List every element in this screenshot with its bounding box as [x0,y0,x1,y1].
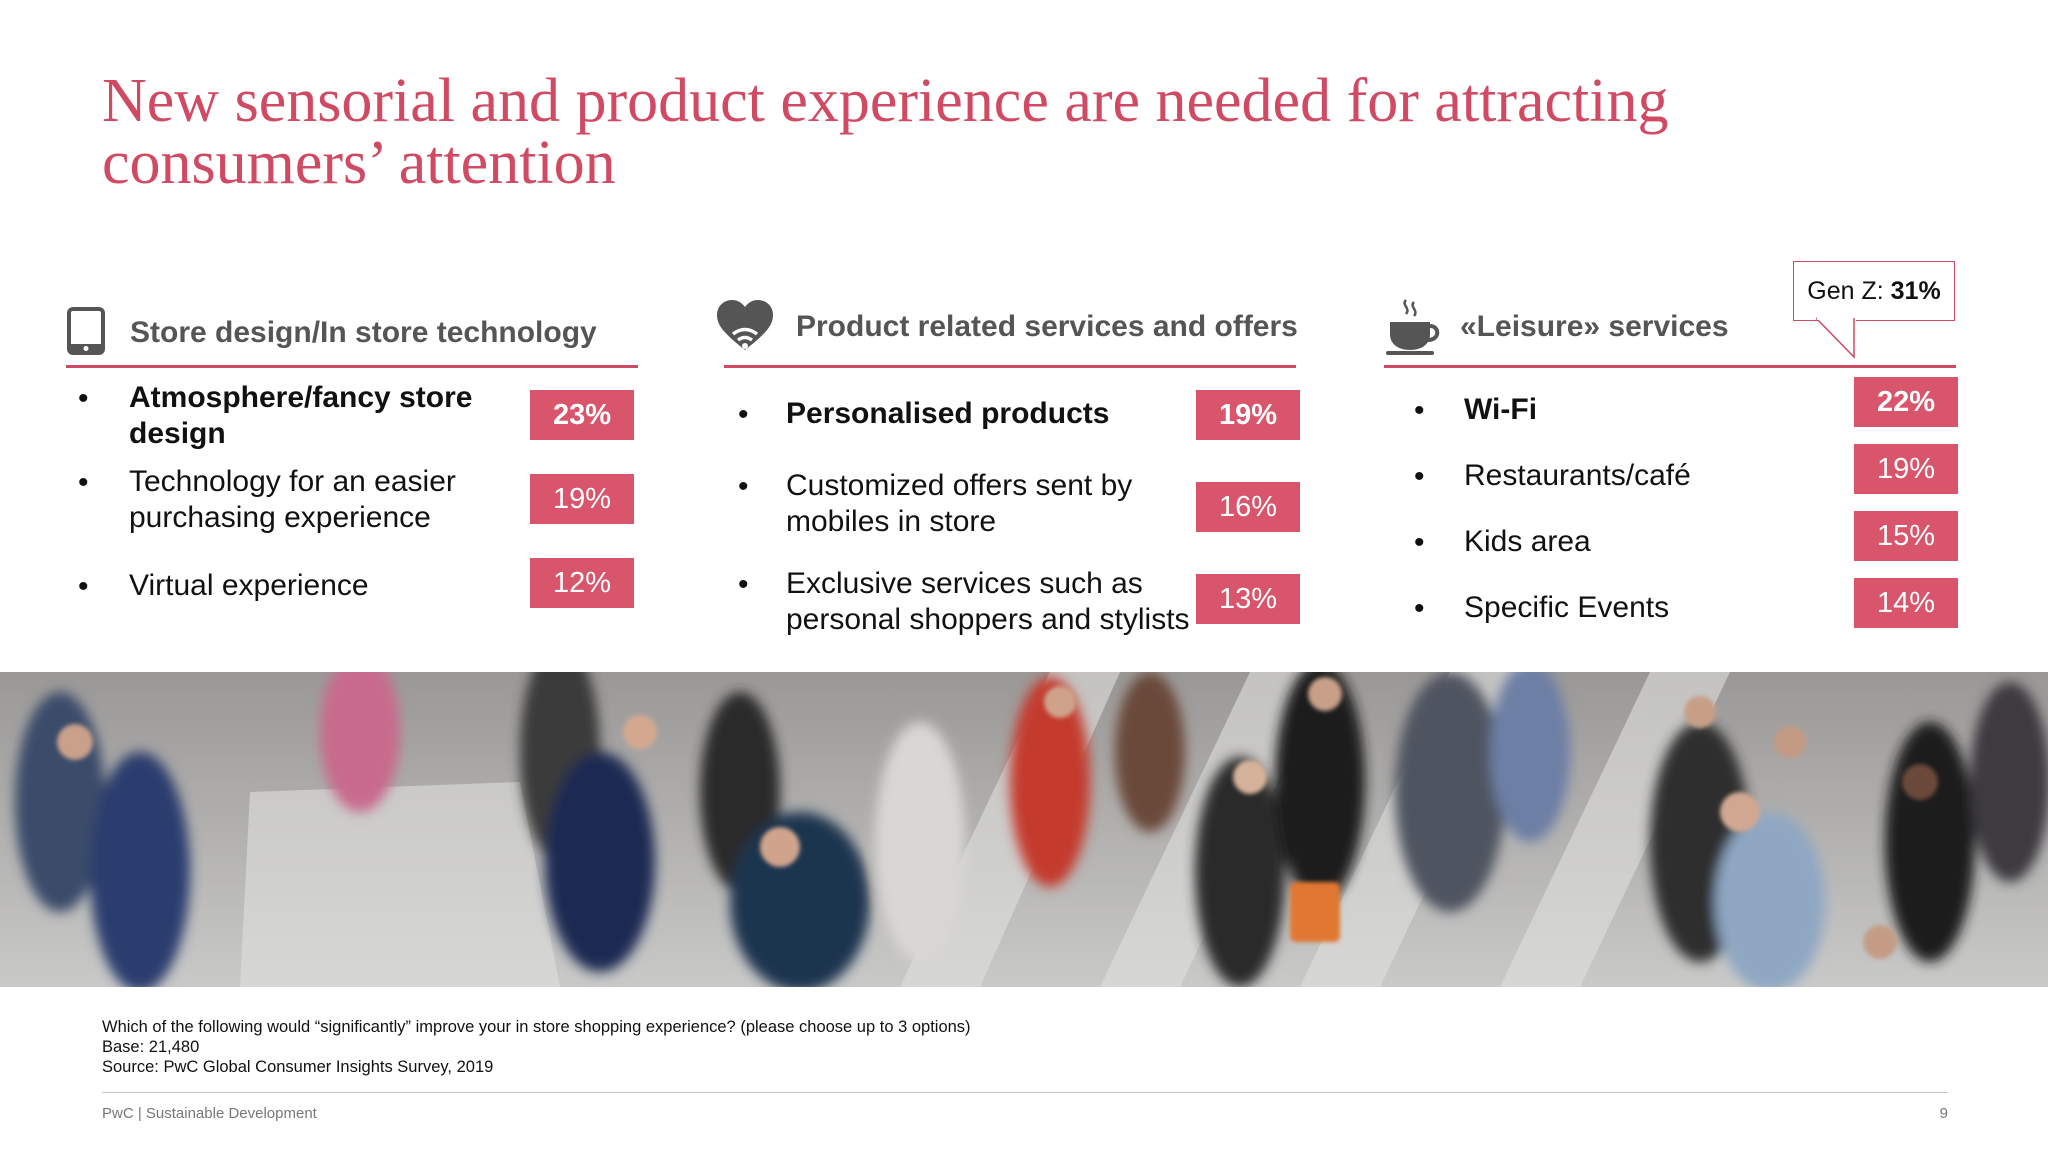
percent-badge: 13% [1196,574,1300,624]
heart-wifi-icon [717,300,773,350]
bullet: • [1414,394,1425,427]
crowd-photo [0,672,2048,987]
slide-title: New sensorial and product experience are… [102,67,1669,197]
percent-badge: 19% [1854,444,1958,494]
page-number: 9 [1939,1105,1948,1122]
column-leisure-services: «Leisure» services • Wi-Fi 22% • Restaur… [1384,280,1958,640]
list-item-label: Technology for an easier purchasing expe… [129,465,456,534]
bullet: • [1414,460,1425,493]
list-item-label: Exclusive services such as personal shop… [786,567,1190,636]
bullet: • [78,382,89,415]
list-item-label: Kids area [1464,525,1591,558]
survey-base: Base: 21,480 [102,1038,200,1056]
bullet: • [738,470,749,503]
percent-badge: 19% [1196,390,1300,440]
column-header: «Leisure» services [1384,280,1956,368]
percent-badge: 12% [530,558,634,608]
bullet: • [78,466,89,499]
percent-badge: 16% [1196,482,1300,532]
list-item-label: Wi-Fi [1464,393,1538,426]
bullet: • [738,398,749,431]
tablet-icon [67,307,105,355]
list-item-label: Atmosphere/fancy store design [129,381,473,450]
bullet: • [1414,526,1425,559]
list-item-label: Personalised products [786,397,1110,430]
percent-badge: 14% [1854,578,1958,628]
list-item-label: Virtual experience [129,569,369,602]
column-header: Product related services and offers [717,280,1298,368]
callout-label: Gen Z: [1807,277,1884,305]
footer-label: PwC | Sustainable Development [102,1105,317,1122]
percent-badge: 15% [1854,511,1958,561]
bullet: • [78,570,89,603]
column-header: Store design/In store technology [66,280,638,368]
column-store-design: Store design/In store technology • Atmos… [66,280,638,640]
column-title: «Leisure» services [1460,310,1729,343]
list-item-label: Customized offers sent by mobiles in sto… [786,469,1133,538]
footnotes: Which of the following would “significan… [102,1017,971,1077]
survey-question: Which of the following would “significan… [102,1018,971,1036]
percent-badge: 23% [530,390,634,440]
column-title: Store design/In store technology [130,316,597,349]
bullet: • [738,568,749,601]
survey-source: Source: PwC Global Consumer Insights Sur… [102,1058,494,1076]
percent-badge: 22% [1854,377,1958,427]
list-item-label: Restaurants/café [1464,459,1691,492]
callout-pointer-icon [1816,317,1856,359]
coffee-cup-icon [1386,299,1440,355]
column-product-services: Product related services and offers • Pe… [717,280,1300,640]
gen-z-callout: Gen Z: 31% [1793,261,1955,321]
percent-badge: 19% [530,474,634,524]
column-title: Product related services and offers [796,310,1298,343]
footer-divider [102,1092,1948,1093]
bullet: • [1414,592,1425,625]
callout-value: 31% [1890,277,1941,305]
list-item-label: Specific Events [1464,591,1670,624]
